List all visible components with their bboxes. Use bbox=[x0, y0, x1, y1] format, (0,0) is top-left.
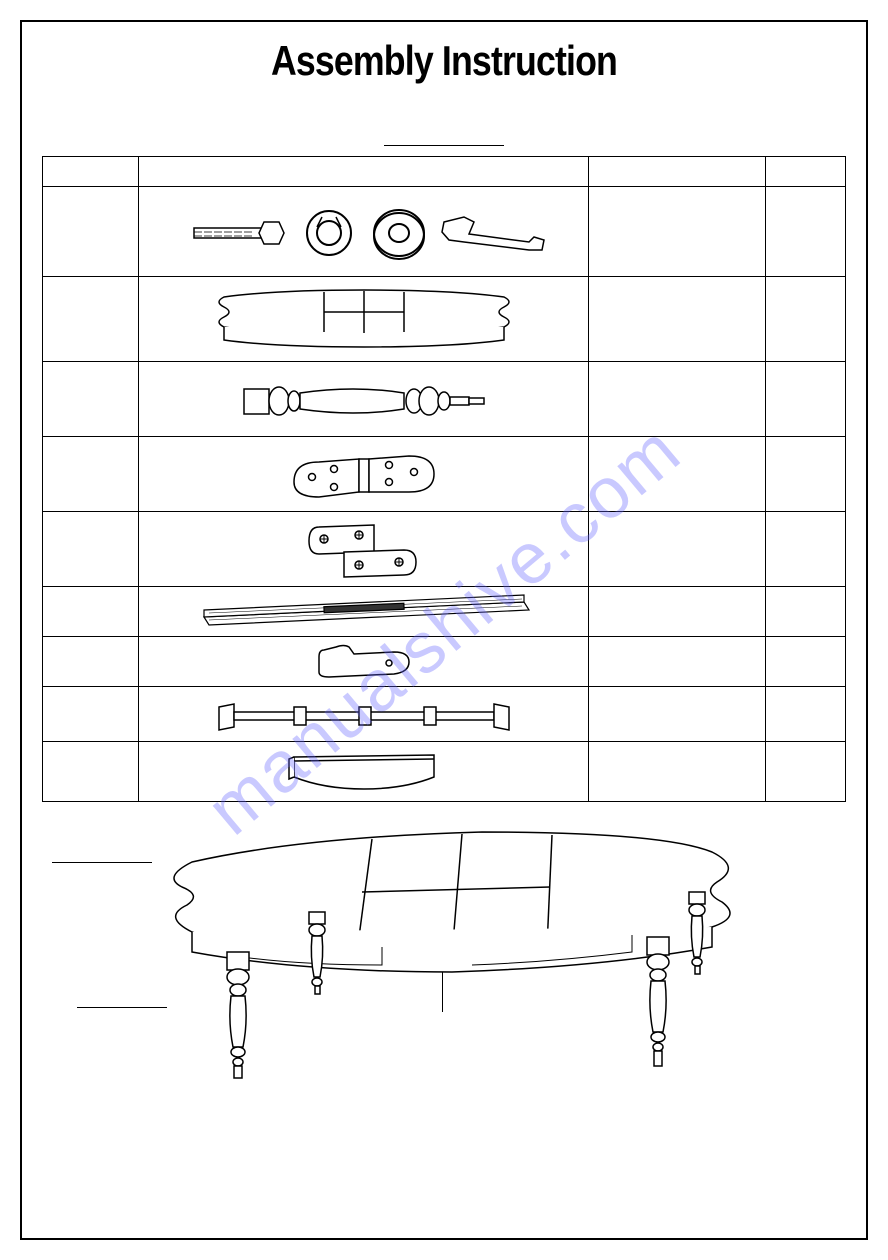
table-row bbox=[43, 637, 846, 687]
cell-num bbox=[43, 587, 139, 637]
cell-desc bbox=[589, 742, 766, 802]
cell-image bbox=[139, 587, 589, 637]
header-cell bbox=[139, 157, 589, 187]
callout-line bbox=[52, 862, 152, 863]
table-row bbox=[43, 687, 846, 742]
page-title: Assembly Instruction bbox=[102, 37, 785, 85]
cell-qty bbox=[765, 437, 845, 512]
callout-line bbox=[77, 1007, 167, 1008]
cell-num bbox=[43, 362, 139, 437]
assembled-table-view bbox=[42, 817, 846, 1097]
page-border: Assembly Instruction manualshive.com bbox=[20, 20, 868, 1240]
cell-qty bbox=[765, 362, 845, 437]
cell-image bbox=[139, 687, 589, 742]
cell-num bbox=[43, 437, 139, 512]
cell-image bbox=[139, 742, 589, 802]
cell-qty bbox=[765, 187, 845, 277]
cell-num bbox=[43, 687, 139, 742]
cell-num bbox=[43, 637, 139, 687]
cell-desc bbox=[589, 437, 766, 512]
table-row bbox=[43, 742, 846, 802]
cell-qty bbox=[765, 587, 845, 637]
table-row bbox=[43, 587, 846, 637]
header-cell bbox=[43, 157, 139, 187]
apron-icon bbox=[274, 747, 454, 797]
table-row bbox=[43, 437, 846, 512]
cell-qty bbox=[765, 742, 845, 802]
stretcher-icon bbox=[204, 692, 524, 737]
latch-icon bbox=[294, 642, 434, 682]
table-row bbox=[43, 362, 846, 437]
cell-image bbox=[139, 637, 589, 687]
cell-desc bbox=[589, 362, 766, 437]
hinge-icon bbox=[274, 442, 454, 507]
cell-num bbox=[43, 512, 139, 587]
cell-desc bbox=[589, 687, 766, 742]
cell-desc bbox=[589, 587, 766, 637]
cell-num bbox=[43, 742, 139, 802]
cell-qty bbox=[765, 637, 845, 687]
leg-icon bbox=[224, 367, 504, 432]
cell-qty bbox=[765, 687, 845, 742]
bracket-icon bbox=[284, 517, 444, 582]
header-cell bbox=[589, 157, 766, 187]
table-row bbox=[43, 277, 846, 362]
assembled-table-icon bbox=[102, 817, 802, 1097]
cell-desc bbox=[589, 512, 766, 587]
cell-qty bbox=[765, 277, 845, 362]
header-cell bbox=[765, 157, 845, 187]
tabletop-icon bbox=[194, 282, 534, 357]
cell-image bbox=[139, 437, 589, 512]
parts-table bbox=[42, 156, 846, 802]
cell-num bbox=[43, 187, 139, 277]
cell-image bbox=[139, 277, 589, 362]
table-header-row bbox=[43, 157, 846, 187]
table-row bbox=[43, 187, 846, 277]
cell-desc bbox=[589, 277, 766, 362]
hardware-icon bbox=[174, 192, 554, 272]
slide-icon bbox=[184, 592, 544, 632]
cell-image bbox=[139, 187, 589, 277]
cell-image bbox=[139, 362, 589, 437]
cell-image bbox=[139, 512, 589, 587]
cell-desc bbox=[589, 637, 766, 687]
table-row bbox=[43, 512, 846, 587]
title-underline bbox=[384, 145, 504, 146]
cell-num bbox=[43, 277, 139, 362]
cell-desc bbox=[589, 187, 766, 277]
callout-line bbox=[442, 972, 443, 1012]
cell-qty bbox=[765, 512, 845, 587]
